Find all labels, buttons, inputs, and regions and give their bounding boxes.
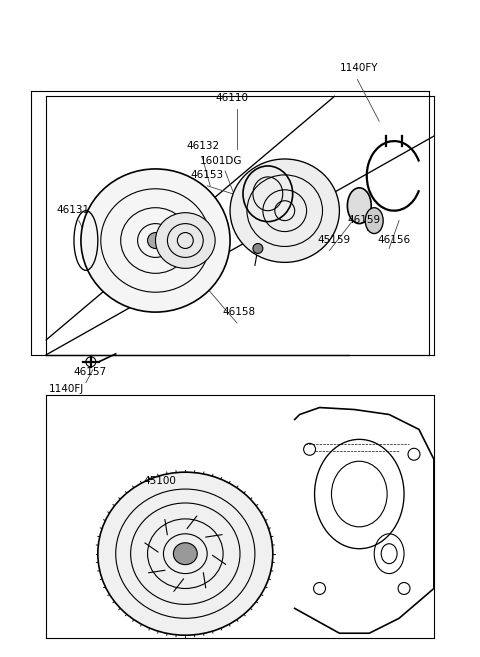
Text: 46110: 46110	[215, 93, 248, 103]
Ellipse shape	[365, 208, 383, 233]
Text: 46159: 46159	[348, 215, 381, 225]
Ellipse shape	[147, 233, 164, 248]
Text: 46158: 46158	[222, 307, 255, 317]
Text: 46153: 46153	[190, 170, 223, 180]
Text: 45159: 45159	[318, 235, 351, 244]
Circle shape	[253, 244, 263, 254]
Ellipse shape	[156, 213, 215, 268]
Ellipse shape	[98, 472, 273, 635]
Text: 46132: 46132	[186, 141, 219, 151]
Text: 1601DG: 1601DG	[200, 156, 243, 166]
Ellipse shape	[348, 188, 371, 223]
Text: 1140FY: 1140FY	[339, 64, 378, 74]
Text: 45100: 45100	[144, 476, 177, 486]
Ellipse shape	[173, 543, 197, 564]
Ellipse shape	[230, 159, 339, 262]
Text: 46156: 46156	[377, 235, 410, 244]
Text: 1140FJ: 1140FJ	[49, 384, 84, 394]
Text: 46131: 46131	[56, 205, 89, 215]
Ellipse shape	[81, 169, 230, 312]
Text: 46157: 46157	[73, 367, 106, 376]
